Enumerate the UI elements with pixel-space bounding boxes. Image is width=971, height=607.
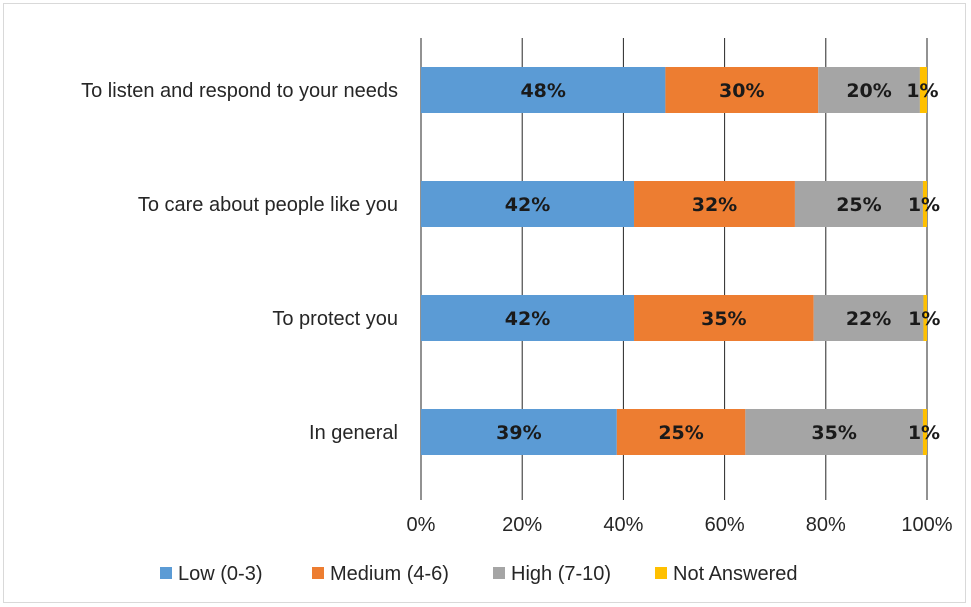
bar-segment xyxy=(923,295,927,341)
tick-label: 80% xyxy=(806,514,846,536)
data-label: 1% xyxy=(906,80,938,102)
data-label: 42% xyxy=(505,194,550,216)
legend-label: High (7-10) xyxy=(511,563,611,585)
data-label: 39% xyxy=(496,422,541,444)
legend-swatch xyxy=(160,567,172,579)
data-label: 1% xyxy=(908,422,940,444)
bar-segment xyxy=(922,181,927,227)
bar-segment xyxy=(818,67,920,113)
bar-segment xyxy=(421,295,635,341)
x-axis-tick-labels: 0% 20% 40% 60% 80% 100% xyxy=(407,514,953,536)
bar-segment xyxy=(616,409,746,455)
bar-segment xyxy=(421,181,635,227)
bar-segment xyxy=(919,67,927,113)
bar-segment xyxy=(421,409,617,455)
legend: Low (0-3) Medium (4-6) High (7-10) Not Answ… xyxy=(160,563,798,585)
bars: 48% 30% 20% 1% 42% 32% 25% 1% 42% 35% 22% 1% 39% 25% 3… xyxy=(421,67,940,455)
category-label: In general xyxy=(309,422,398,444)
legend-swatch xyxy=(655,567,667,579)
data-label: 1% xyxy=(908,194,940,216)
category-labels: To listen and respond to your needs To ca… xyxy=(81,80,398,444)
bar-segment xyxy=(745,409,923,455)
tick-label: 60% xyxy=(705,514,745,536)
bar-segment xyxy=(634,181,795,227)
legend-item: Medium (4-6) xyxy=(312,563,449,585)
data-label: 25% xyxy=(836,194,881,216)
tick-label: 40% xyxy=(603,514,643,536)
legend-item: High (7-10) xyxy=(493,563,611,585)
category-label: To listen and respond to your needs xyxy=(81,80,398,102)
category-label: To protect you xyxy=(272,308,398,330)
legend-label: Low (0-3) xyxy=(178,563,262,585)
data-label: 22% xyxy=(846,308,891,330)
tick-label: 0% xyxy=(407,514,436,536)
legend-label: Not Answered xyxy=(673,563,798,585)
tick-label: 100% xyxy=(901,514,952,536)
legend-item: Not Answered xyxy=(655,563,798,585)
legend-swatch xyxy=(312,567,324,579)
bar-segment xyxy=(421,67,666,113)
data-label: 42% xyxy=(505,308,550,330)
data-label: 32% xyxy=(692,194,737,216)
data-label: 35% xyxy=(811,422,856,444)
data-label: 1% xyxy=(908,308,940,330)
bar-segment xyxy=(634,295,814,341)
data-label: 30% xyxy=(719,80,764,102)
legend-swatch xyxy=(493,567,505,579)
legend-item: Low (0-3) xyxy=(160,563,262,585)
bar-segment xyxy=(665,67,819,113)
bar-segment xyxy=(922,409,927,455)
bar-segment xyxy=(794,181,923,227)
category-label: To care about people like you xyxy=(138,194,398,216)
bar-segment xyxy=(813,295,924,341)
data-label: 20% xyxy=(846,80,891,102)
data-label: 48% xyxy=(520,80,565,102)
data-label: 35% xyxy=(701,308,746,330)
legend-label: Medium (4-6) xyxy=(330,563,449,585)
tick-label: 20% xyxy=(502,514,542,536)
data-label: 25% xyxy=(658,422,703,444)
